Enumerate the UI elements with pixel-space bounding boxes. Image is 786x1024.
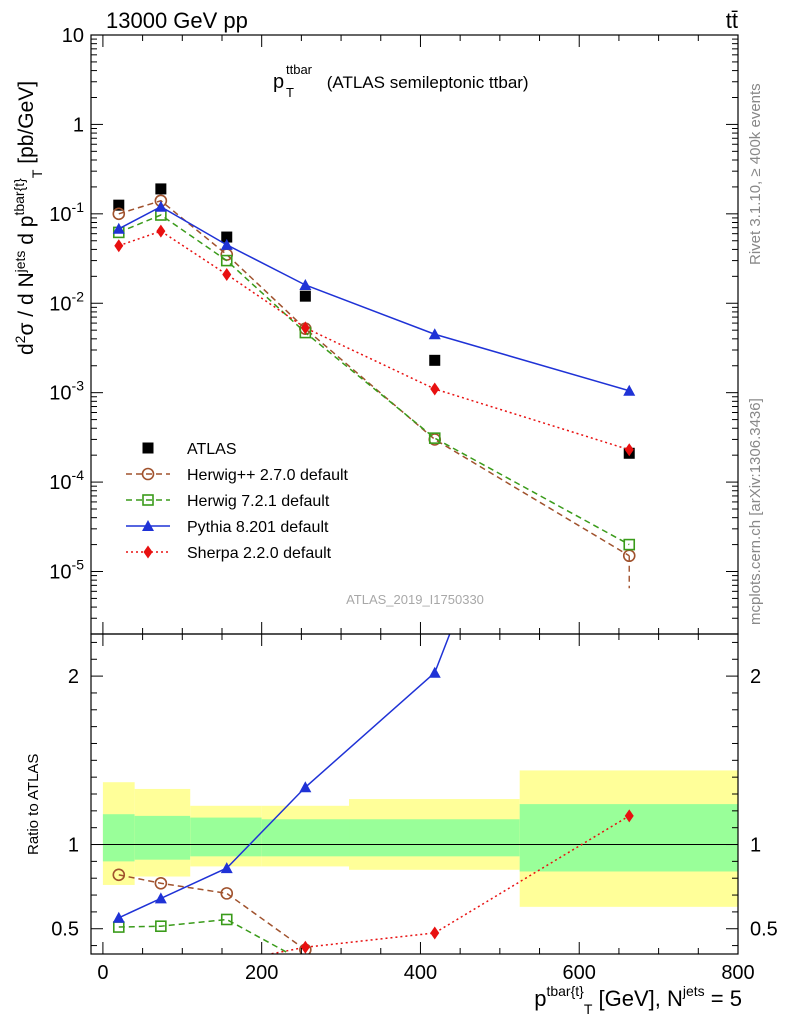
legend-marker-herwig-7-2-1-default	[142, 494, 154, 506]
marker-atlas	[221, 231, 233, 243]
marker-herwig-7-2-1-default	[428, 432, 441, 444]
x-tick-label: 0	[97, 962, 108, 984]
ratio-y-tick-label-left: 2	[68, 666, 79, 688]
marker-pythia-8-201-default	[623, 384, 636, 396]
main-y-tick-label: 10-2	[49, 288, 84, 315]
marker-sherpa-2-2-0-default	[300, 321, 310, 335]
ratio-marker-herwig-7-2-1-default	[300, 957, 310, 967]
ratio-marker-sherpa-2-2-0-default	[624, 809, 634, 823]
ratio-y-tick-label-right: 1	[750, 835, 761, 857]
legend-label-herwig-2-7-0-default: Herwig++ 2.7.0 default	[187, 467, 349, 484]
main-y-tick-label: 1	[73, 114, 84, 136]
line-herwig-2-7-0-default	[118, 199, 630, 557]
legend-marker-pythia-8-201-default	[142, 520, 154, 531]
legend-label-sherpa-2-2-0-default: Sherpa 2.2.0 default	[187, 545, 332, 562]
main-y-tick-label: 10-3	[49, 378, 84, 405]
analysis-watermark: ATLAS_2019_I1750330	[346, 592, 484, 607]
x-tick-label: 200	[245, 962, 278, 984]
marker-herwig-2-7-0-default	[112, 207, 126, 221]
svg-text:ttbar: ttbar	[286, 62, 313, 77]
marker-pythia-8-201-default	[299, 278, 312, 290]
main-y-tick-label: 10-4	[49, 467, 84, 494]
line-sherpa-2-2-0-default	[118, 230, 630, 451]
main-y-tick-label: 10	[62, 25, 84, 47]
ratio-marker-pythia-8-201-default	[623, 165, 635, 176]
ratio-marker-pythia-8-201-default	[299, 781, 312, 793]
marker-herwig-7-2-1-default	[220, 254, 233, 267]
ratio-line-herwig-2-7-0-default	[118, 874, 306, 951]
marker-sherpa-2-2-0-default	[430, 382, 440, 396]
marker-atlas	[299, 290, 311, 302]
legend-label-herwig-7-2-1-default: Herwig 7.2.1 default	[187, 493, 330, 510]
ratio-marker-pythia-8-201-default	[112, 911, 125, 923]
ratio-marker-herwig-7-2-1-default	[155, 920, 167, 933]
legend-marker-atlas	[142, 442, 154, 454]
marker-sherpa-2-2-0-default	[114, 239, 124, 253]
ratio-y-tick-label-right: 2	[750, 666, 761, 688]
legend-label-atlas: ATLAS	[187, 441, 237, 458]
marker-sherpa-2-2-0-default	[222, 267, 232, 281]
marker-atlas	[113, 199, 125, 211]
ratio-line-pythia-8-201-default	[118, 634, 451, 919]
marker-sherpa-2-2-0-default	[156, 224, 166, 238]
ratio-y-tick-label-left: 0.5	[51, 919, 79, 941]
line-pythia-8-201-default	[118, 205, 630, 392]
main-y-axis-title: d2σ / d Njets d ptbar{t}T [pb/GeV]	[11, 81, 45, 355]
mcplots-label: mcplots.cern.ch [arXiv:1306.3436]	[747, 398, 764, 625]
svg-text:p: p	[273, 71, 284, 93]
marker-pythia-8-201-default	[154, 200, 167, 212]
rivet-version-label: Rivet 3.1.10, ≥ 400k events	[747, 83, 764, 265]
process-label: tt̄	[726, 8, 738, 33]
ratio-marker-pythia-8-201-default	[428, 666, 441, 678]
x-tick-label: 600	[563, 962, 596, 984]
legend-marker-sherpa-2-2-0-default	[143, 545, 153, 559]
uncertainty-band-inner	[349, 819, 520, 857]
ratio-marker-sherpa-2-2-0-default	[156, 964, 165, 977]
marker-atlas	[429, 354, 441, 366]
ratio-marker-pythia-8-201-default	[220, 862, 233, 874]
x-tick-label: 800	[721, 962, 754, 984]
ratio-y-tick-label-left: 1	[68, 835, 79, 857]
main-y-tick-label: 10-5	[49, 557, 84, 584]
ratio-marker-sherpa-2-2-0-default	[114, 973, 123, 986]
legend-marker-herwig-2-7-0-default	[141, 467, 155, 481]
ratio-y-tick-label-right: 0.5	[750, 919, 778, 941]
energy-label: 13000 GeV pp	[106, 8, 248, 33]
ratio-marker-herwig-7-2-1-default	[220, 913, 233, 926]
ratio-marker-sherpa-2-2-0-default	[300, 940, 310, 954]
main-y-tick-label: 10-1	[49, 199, 84, 226]
ratio-marker-herwig-2-7-0-default	[154, 876, 168, 890]
marker-atlas	[155, 183, 167, 195]
ratio-marker-pythia-8-201-default	[154, 892, 167, 904]
marker-pythia-8-201-default	[220, 238, 233, 250]
marker-sherpa-2-2-0-default	[624, 443, 634, 457]
marker-pythia-8-201-default	[112, 222, 125, 234]
uncertainty-band-inner	[190, 817, 262, 857]
svg-text:T: T	[286, 85, 294, 100]
marker-herwig-7-2-1-default	[623, 538, 636, 551]
ratio-marker-sherpa-2-2-0-default	[430, 926, 440, 940]
uncertainty-band-inner	[261, 819, 350, 857]
x-axis-title: ptbar{t}T [GeV], Njets = 5	[534, 983, 742, 1017]
ratio-marker-herwig-2-7-0-default	[112, 868, 126, 882]
ratio-marker-sherpa-2-2-0-default	[222, 956, 231, 969]
marker-pythia-8-201-default	[428, 328, 441, 340]
legend: ATLAS Herwig++ 2.7.0 default Herwig 7.2.1 …	[126, 441, 349, 562]
legend-label-pythia-8-201-default: Pythia 8.201 default	[187, 519, 329, 536]
uncertainty-band-inner	[134, 815, 191, 860]
ratio-y-axis-title: Ratio to ATLAS	[25, 754, 42, 855]
svg-text:(ATLAS semileptonic ttbar): (ATLAS semileptonic ttbar)	[322, 73, 529, 92]
ratio-line-herwig-7-2-1-default	[118, 918, 292, 954]
uncertainty-band-inner	[102, 814, 135, 862]
plot-title: p ttbar T (ATLAS semileptonic ttbar)	[273, 62, 529, 100]
ratio-marker-herwig-2-7-0-default	[220, 887, 234, 900]
x-tick-label: 400	[404, 962, 437, 984]
